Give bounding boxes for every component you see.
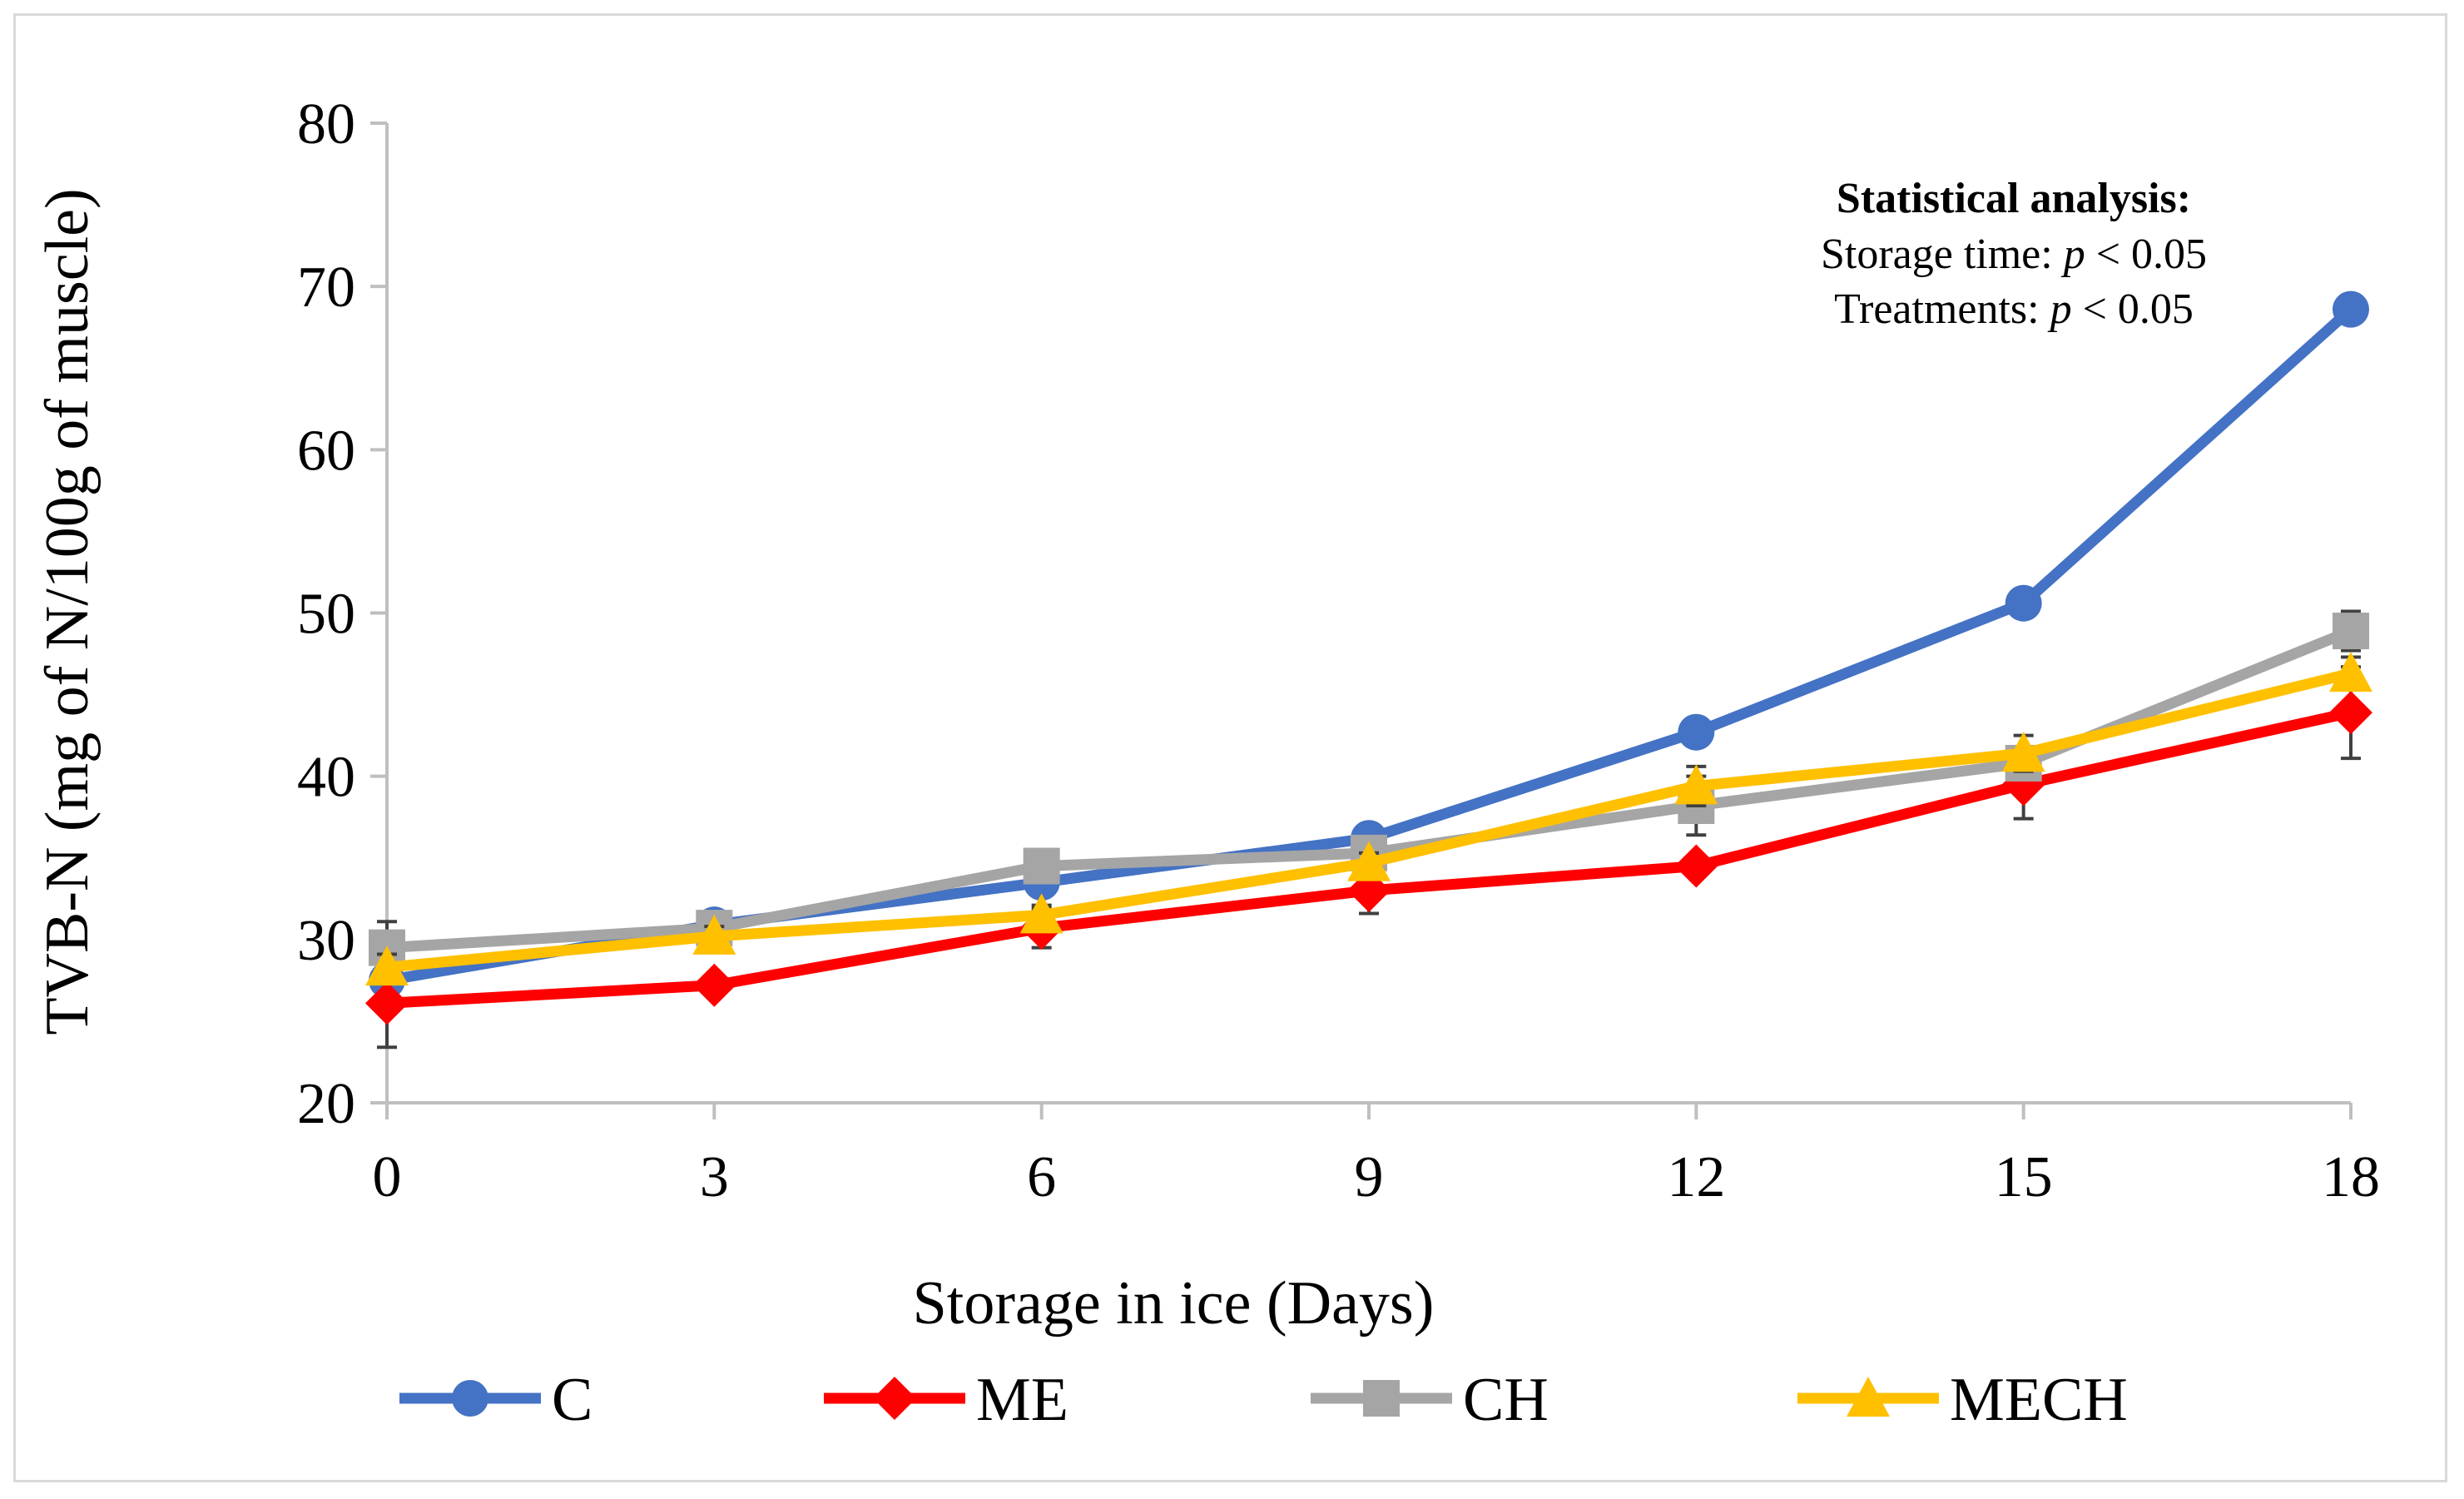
y-tick-label: 30: [297, 909, 355, 973]
series-ch-error-bars: [377, 609, 2361, 976]
series-me-point: [692, 963, 736, 1007]
x-tick-labels: 0 3 6 9 12 15 18: [373, 1145, 2381, 1209]
legend-item-c: C: [399, 1366, 592, 1434]
series-me-point: [2329, 691, 2372, 735]
series-mech-point: [1347, 841, 1391, 881]
series-mech-point: [2001, 732, 2045, 772]
series-ch-point: [2333, 613, 2369, 650]
legend-item-ch: CH: [1311, 1366, 1549, 1434]
x-tick-label: 15: [1995, 1145, 2053, 1209]
legend-item-mech: MECH: [1797, 1366, 2128, 1434]
legend-label-ch: CH: [1463, 1366, 1549, 1434]
legend: C ME CH MECH: [399, 1366, 2128, 1434]
series-ch: [369, 609, 2369, 976]
series-mech-point: [1019, 893, 1063, 934]
series-mech-point: [2329, 652, 2372, 692]
series-c-point: [2333, 290, 2369, 328]
annotation-storage-time-label: Storage time:: [1821, 231, 2064, 278]
x-tick-label: 6: [1027, 1145, 1056, 1209]
series-mech-point: [1674, 764, 1718, 805]
x-tick-label: 18: [2322, 1145, 2380, 1209]
legend-label-c: C: [552, 1366, 592, 1434]
legend-swatch-marker: [873, 1377, 916, 1420]
annotation-treatments-label: Treatments:: [1834, 285, 2050, 333]
y-tick-label: 40: [297, 746, 355, 810]
legend-swatch-marker: [452, 1380, 488, 1417]
series-mech-markers: [365, 652, 2372, 986]
series-mech-point: [365, 946, 409, 986]
legend-item-me: ME: [824, 1366, 1068, 1434]
x-tick-marks: [385, 1103, 2352, 1119]
y-tick-label: 80: [297, 92, 355, 156]
annotation-treatments-value: < 0.05: [2072, 285, 2194, 333]
x-tick-label: 3: [700, 1145, 729, 1209]
y-tick-label: 70: [297, 256, 355, 320]
legend-label-me: ME: [976, 1366, 1068, 1434]
annotation-treatments-symbol: p: [2047, 285, 2072, 333]
legend-swatch-marker: [1847, 1377, 1890, 1417]
y-tick-label: 60: [297, 419, 355, 483]
y-tick-label: 50: [297, 583, 355, 647]
annotation-storage-time-symbol: p: [2060, 231, 2085, 278]
y-tick-label: 20: [297, 1072, 355, 1136]
x-tick-label: 9: [1355, 1145, 1384, 1209]
annotation-storage-time-value: < 0.05: [2085, 231, 2207, 278]
legend-label-mech: MECH: [1950, 1366, 2128, 1434]
series-mech-point: [692, 914, 736, 955]
series-c-point: [2005, 584, 2042, 622]
statistical-annotation: Statistical analysis: Storage time: p < …: [1821, 175, 2207, 333]
y-tick-marks: [370, 122, 387, 1104]
x-tick-label: 12: [1667, 1145, 1725, 1209]
legend-swatch-marker: [1363, 1380, 1400, 1417]
series-ch-point: [1023, 847, 1060, 885]
annotation-heading: Statistical analysis:: [1837, 175, 2191, 222]
series-c-point: [1678, 713, 1715, 751]
series-layer: [365, 290, 2372, 1050]
series-me-point: [1674, 844, 1718, 888]
x-axis-label: Storage in ice (Days): [913, 1269, 1435, 1338]
series-me-point: [365, 981, 409, 1025]
series-mech: [365, 652, 2372, 986]
y-tick-labels: 20 30 40 50 60 70 80: [297, 92, 355, 1136]
annotation-storage-time: Storage time: p < 0.05: [1821, 231, 2207, 278]
y-axis-label: TVB-N (mg of N/100g of muscle): [33, 188, 102, 1035]
x-tick-label: 0: [373, 1145, 402, 1209]
annotation-treatments: Treatments: p < 0.05: [1834, 285, 2194, 333]
